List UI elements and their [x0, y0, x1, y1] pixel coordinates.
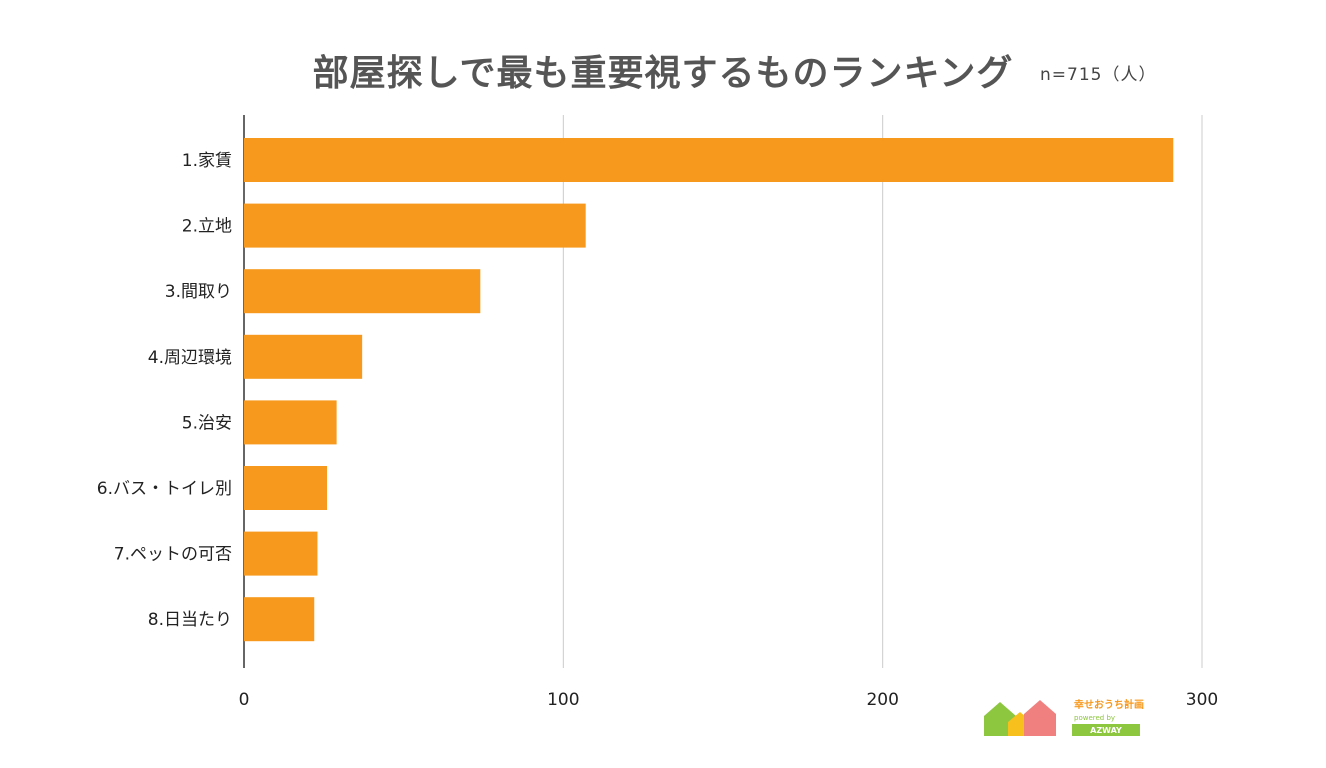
bar — [244, 269, 481, 314]
bar — [244, 400, 337, 445]
logo-sub-text: powered by — [1074, 714, 1115, 722]
chart-title: 部屋探しで最も重要視するものランキング n=715（人） — [0, 44, 1326, 96]
category-label: 3.間取り — [165, 282, 232, 302]
bar — [244, 203, 586, 248]
category-label: 5.治安 — [182, 413, 232, 433]
category-label: 4.周辺環境 — [148, 348, 232, 368]
x-tick-labels: 0 100 200 300 — [239, 690, 1219, 710]
logo-houses-icon: 幸せおうち計画 powered by AZWAY — [984, 698, 1144, 736]
bar — [244, 466, 328, 510]
category-label: 8.日当たり — [148, 610, 232, 630]
brand-logo: 幸せおうち計画 powered by AZWAY — [984, 692, 1154, 740]
x-tick-label: 300 — [1186, 690, 1218, 710]
category-label: 1.家賃 — [182, 151, 232, 171]
chart-title-text: 部屋探しで最も重要視するものランキング — [312, 53, 1014, 94]
category-labels: 1.家賃 2.立地 3.間取り 4.周辺環境 5.治安 6.バス・トイレ別 7.ペットの可否… — [97, 151, 232, 630]
category-label: 6.バス・トイレ別 — [97, 479, 232, 499]
category-label: 2.立地 — [182, 217, 232, 237]
bar — [244, 138, 1174, 182]
category-label: 7.ペットの可否 — [114, 545, 232, 565]
bar — [244, 334, 363, 379]
bar — [244, 531, 318, 576]
logo-brand-text: AZWAY — [1090, 726, 1122, 735]
bar — [244, 597, 315, 642]
gridlines — [243, 115, 1203, 668]
bars — [244, 138, 1174, 642]
x-tick-label: 100 — [547, 690, 579, 710]
logo-main-text: 幸せおうち計画 — [1074, 698, 1144, 711]
sample-size-label: n=715（人） — [1040, 65, 1157, 85]
x-tick-label: 200 — [866, 690, 898, 710]
x-tick-label: 0 — [239, 690, 250, 710]
